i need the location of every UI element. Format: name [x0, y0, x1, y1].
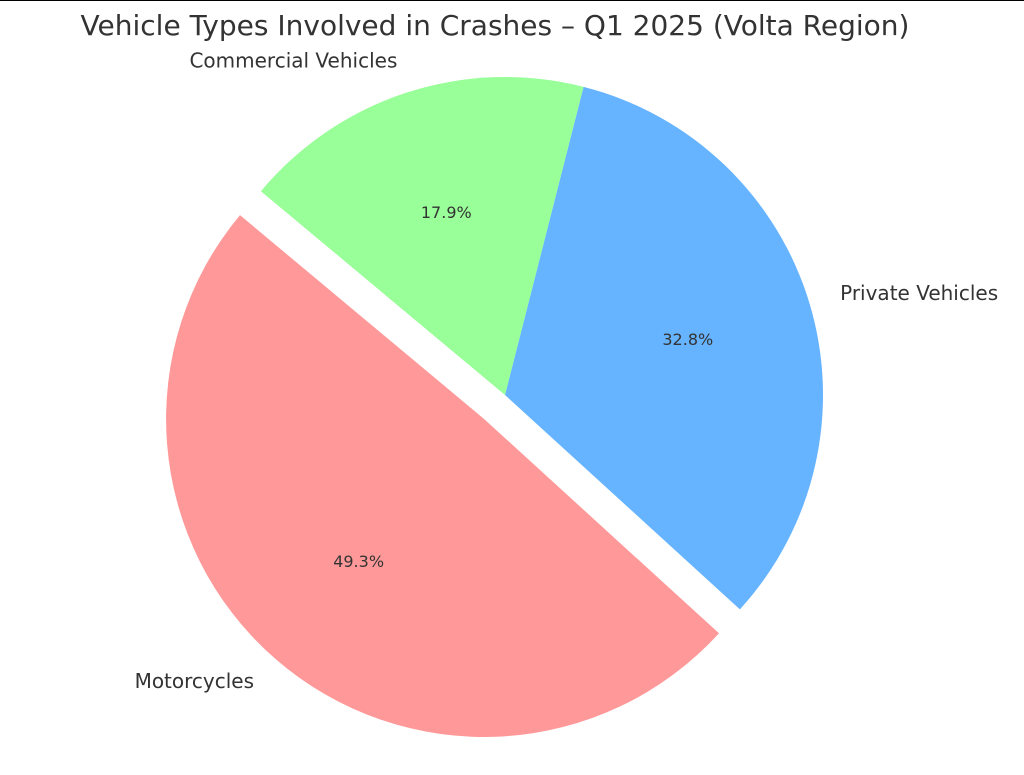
slice-label: Motorcycles	[135, 669, 254, 693]
pie-slice	[505, 86, 823, 610]
slice-label: Private Vehicles	[840, 281, 998, 305]
value-label: 49.3%	[333, 552, 384, 571]
value-label: 32.8%	[662, 330, 713, 349]
chart-title: Vehicle Types Involved in Crashes – Q1 2…	[81, 9, 910, 42]
pie-slice	[166, 215, 719, 737]
pie-slice	[260, 76, 584, 395]
value-label: 17.9%	[421, 203, 472, 222]
slice-label: Commercial Vehicles	[189, 49, 397, 73]
